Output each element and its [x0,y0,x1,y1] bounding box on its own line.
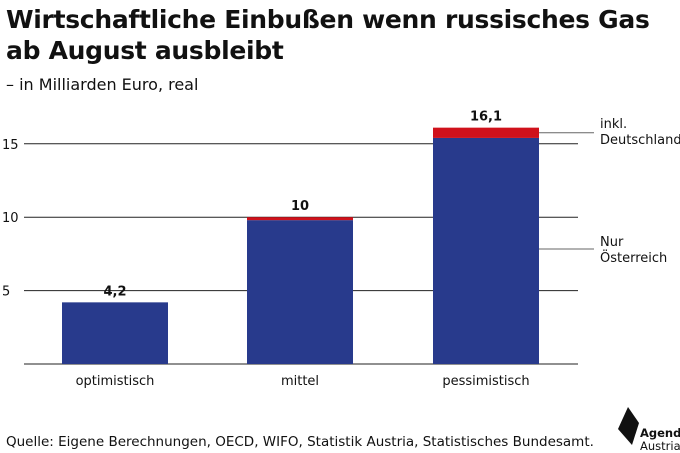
logo-mark-icon [618,407,639,445]
category-label-optimistisch: optimistisch [76,374,155,389]
data-label-mittel: 10 [291,199,309,214]
logo-text-austria: Austria [640,439,680,453]
bar-chart: 5 10 15 4,2 optimistisch 10 mittel 16,1 pessimis… [2,110,680,389]
chart-title: Wirtschaftliche Einbußen wenn russisches… [6,5,650,65]
bar-nur-oesterreich-mittel [247,220,353,364]
category-label-pessimistisch: pessimistisch [442,374,529,389]
data-label-optimistisch: 4,2 [103,284,126,299]
legend-label-deutschland: inkl. Deutschland [600,117,680,148]
data-label-pessimistisch: 16,1 [470,110,502,125]
bar-nur-oesterreich-pessimistisch [433,137,539,364]
source-note: Quelle: Eigene Berechnungen, OECD, WIFO,… [6,434,594,450]
agenda-austria-logo: Agenda Austria [616,405,680,453]
bar-nur-oesterreich-optimistisch [62,302,168,364]
legend-label-oesterreich: Nur Österreich [600,235,667,266]
y-tick-label-5: 5 [2,285,10,300]
category-label-mittel: mittel [281,374,319,389]
y-tick-label-15: 15 [2,138,19,153]
y-tick-label-10: 10 [2,211,19,226]
logo-text-agenda: Agenda [640,426,680,440]
chart-subtitle: – in Milliarden Euro, real [6,75,199,94]
bar-inkl-deutschland-pessimistisch [433,127,539,138]
bar-inkl-deutschland-mittel [247,217,353,221]
